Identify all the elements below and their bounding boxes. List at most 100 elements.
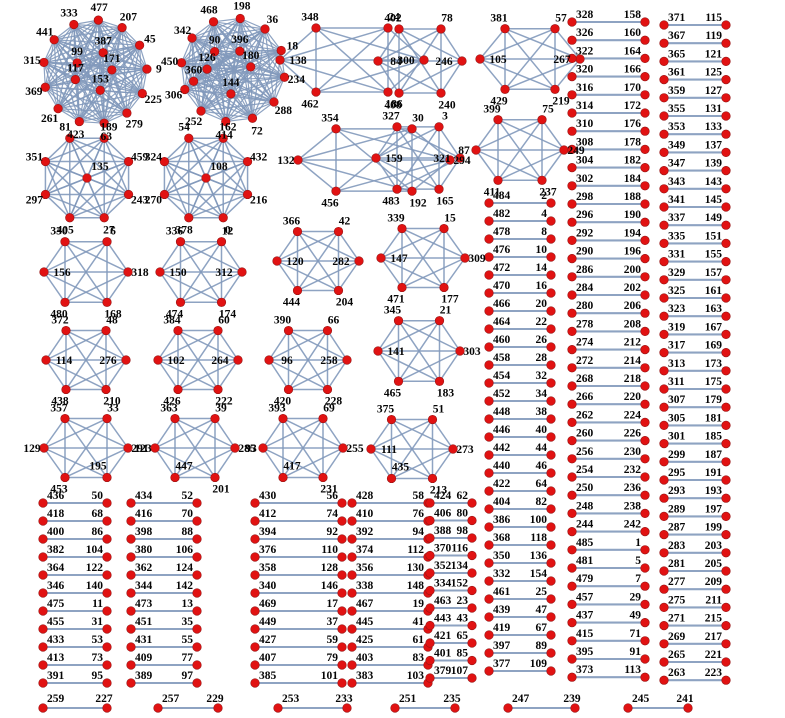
graph-node	[546, 288, 556, 298]
node-label: 395	[576, 646, 594, 658]
graph-node	[460, 253, 470, 263]
graph-node	[373, 346, 383, 356]
node-label: 294	[453, 155, 471, 167]
node-label: 443	[434, 613, 452, 625]
node-label: 198	[233, 1, 251, 13]
graph-node	[392, 122, 402, 132]
graph-node	[484, 450, 494, 460]
graph-edge	[44, 52, 104, 88]
graph-node	[337, 588, 347, 598]
graph-node	[659, 129, 669, 139]
graph-node	[347, 606, 357, 616]
node-label: 240	[438, 99, 456, 111]
graph-node	[40, 156, 51, 167]
graph-node	[546, 216, 556, 226]
graph-node	[434, 316, 445, 326]
graph-edge	[45, 160, 88, 179]
graph-node	[546, 306, 556, 316]
graph-edge	[205, 177, 248, 196]
graph-node	[40, 82, 50, 92]
node-label: 475	[47, 598, 65, 610]
graph-node	[659, 74, 669, 85]
node-label: 426	[163, 396, 181, 408]
node-label: 105	[489, 54, 507, 66]
graph-edge	[191, 37, 195, 82]
node-label: 108	[210, 161, 228, 173]
graph-node	[455, 153, 465, 163]
node-label: 147	[390, 253, 408, 265]
graph-node	[292, 285, 303, 296]
node-label: 429	[490, 96, 508, 108]
node-label: 44	[536, 442, 548, 454]
node-label: 247	[512, 693, 530, 705]
graph-edge	[554, 58, 581, 90]
node-label: 16	[536, 280, 548, 292]
graph-node	[153, 703, 163, 713]
node-label: 373	[576, 664, 594, 676]
node-label: 476	[493, 244, 511, 256]
graph-node	[721, 639, 731, 649]
graph-node	[70, 74, 80, 85]
graph-node	[567, 326, 577, 337]
node-label: 90	[209, 35, 221, 47]
node-label: 210	[103, 396, 121, 408]
graph-node	[39, 267, 49, 277]
graph-node	[721, 475, 731, 485]
graph-node	[640, 254, 650, 264]
graph-node	[640, 381, 650, 391]
graph-edge	[57, 92, 143, 110]
graph-node	[567, 363, 577, 373]
edges-layer	[43, 17, 726, 710]
node-label: 61	[413, 634, 425, 646]
graph-edge	[262, 447, 284, 478]
graph-node	[567, 545, 577, 555]
node-label: 239	[563, 693, 581, 705]
node-label: 38	[536, 406, 548, 418]
node-label: 273	[456, 444, 474, 456]
graph-node	[546, 576, 556, 586]
graph-node	[347, 660, 357, 670]
graph-node	[721, 238, 731, 248]
graph-node	[640, 144, 650, 154]
graph-node	[500, 24, 510, 34]
node-label: 392	[356, 526, 374, 538]
node-label: 266	[576, 391, 594, 403]
node-label: 246	[435, 56, 453, 68]
node-label: 319	[668, 321, 686, 333]
graph-edge	[193, 50, 241, 82]
graph-edge	[184, 66, 251, 91]
graph-node	[721, 620, 731, 631]
graph-node	[38, 498, 48, 508]
node-label: 383	[356, 670, 374, 682]
node-label: 125	[705, 67, 723, 79]
graph-edge	[45, 86, 101, 91]
graph-node	[123, 156, 134, 167]
node-label: 419	[493, 622, 511, 634]
graph-node	[38, 624, 48, 634]
node-label: 100	[530, 514, 548, 526]
graph-node	[484, 630, 494, 640]
graph-node	[311, 23, 321, 33]
graph-node	[38, 642, 48, 652]
node-label: 447	[175, 460, 193, 472]
graph-node	[567, 90, 577, 100]
graph-node	[484, 432, 494, 442]
graph-node	[567, 472, 577, 482]
node-label: 360	[185, 64, 203, 76]
node-label: 137	[705, 139, 723, 151]
node-label: 99	[71, 46, 83, 58]
graph-node	[123, 443, 133, 453]
graph-edge	[326, 330, 348, 361]
graph-node	[550, 24, 560, 34]
node-label: 189	[100, 121, 118, 133]
graph-node	[102, 534, 112, 544]
graph-node	[436, 24, 446, 34]
graph-edge	[106, 271, 129, 303]
graph-node	[567, 563, 577, 573]
node-label: 167	[705, 321, 723, 333]
node-label: 286	[576, 264, 594, 276]
graph-node	[170, 413, 180, 424]
graph-edge	[205, 137, 224, 179]
graph-node	[347, 498, 357, 508]
node-label: 478	[493, 226, 511, 238]
